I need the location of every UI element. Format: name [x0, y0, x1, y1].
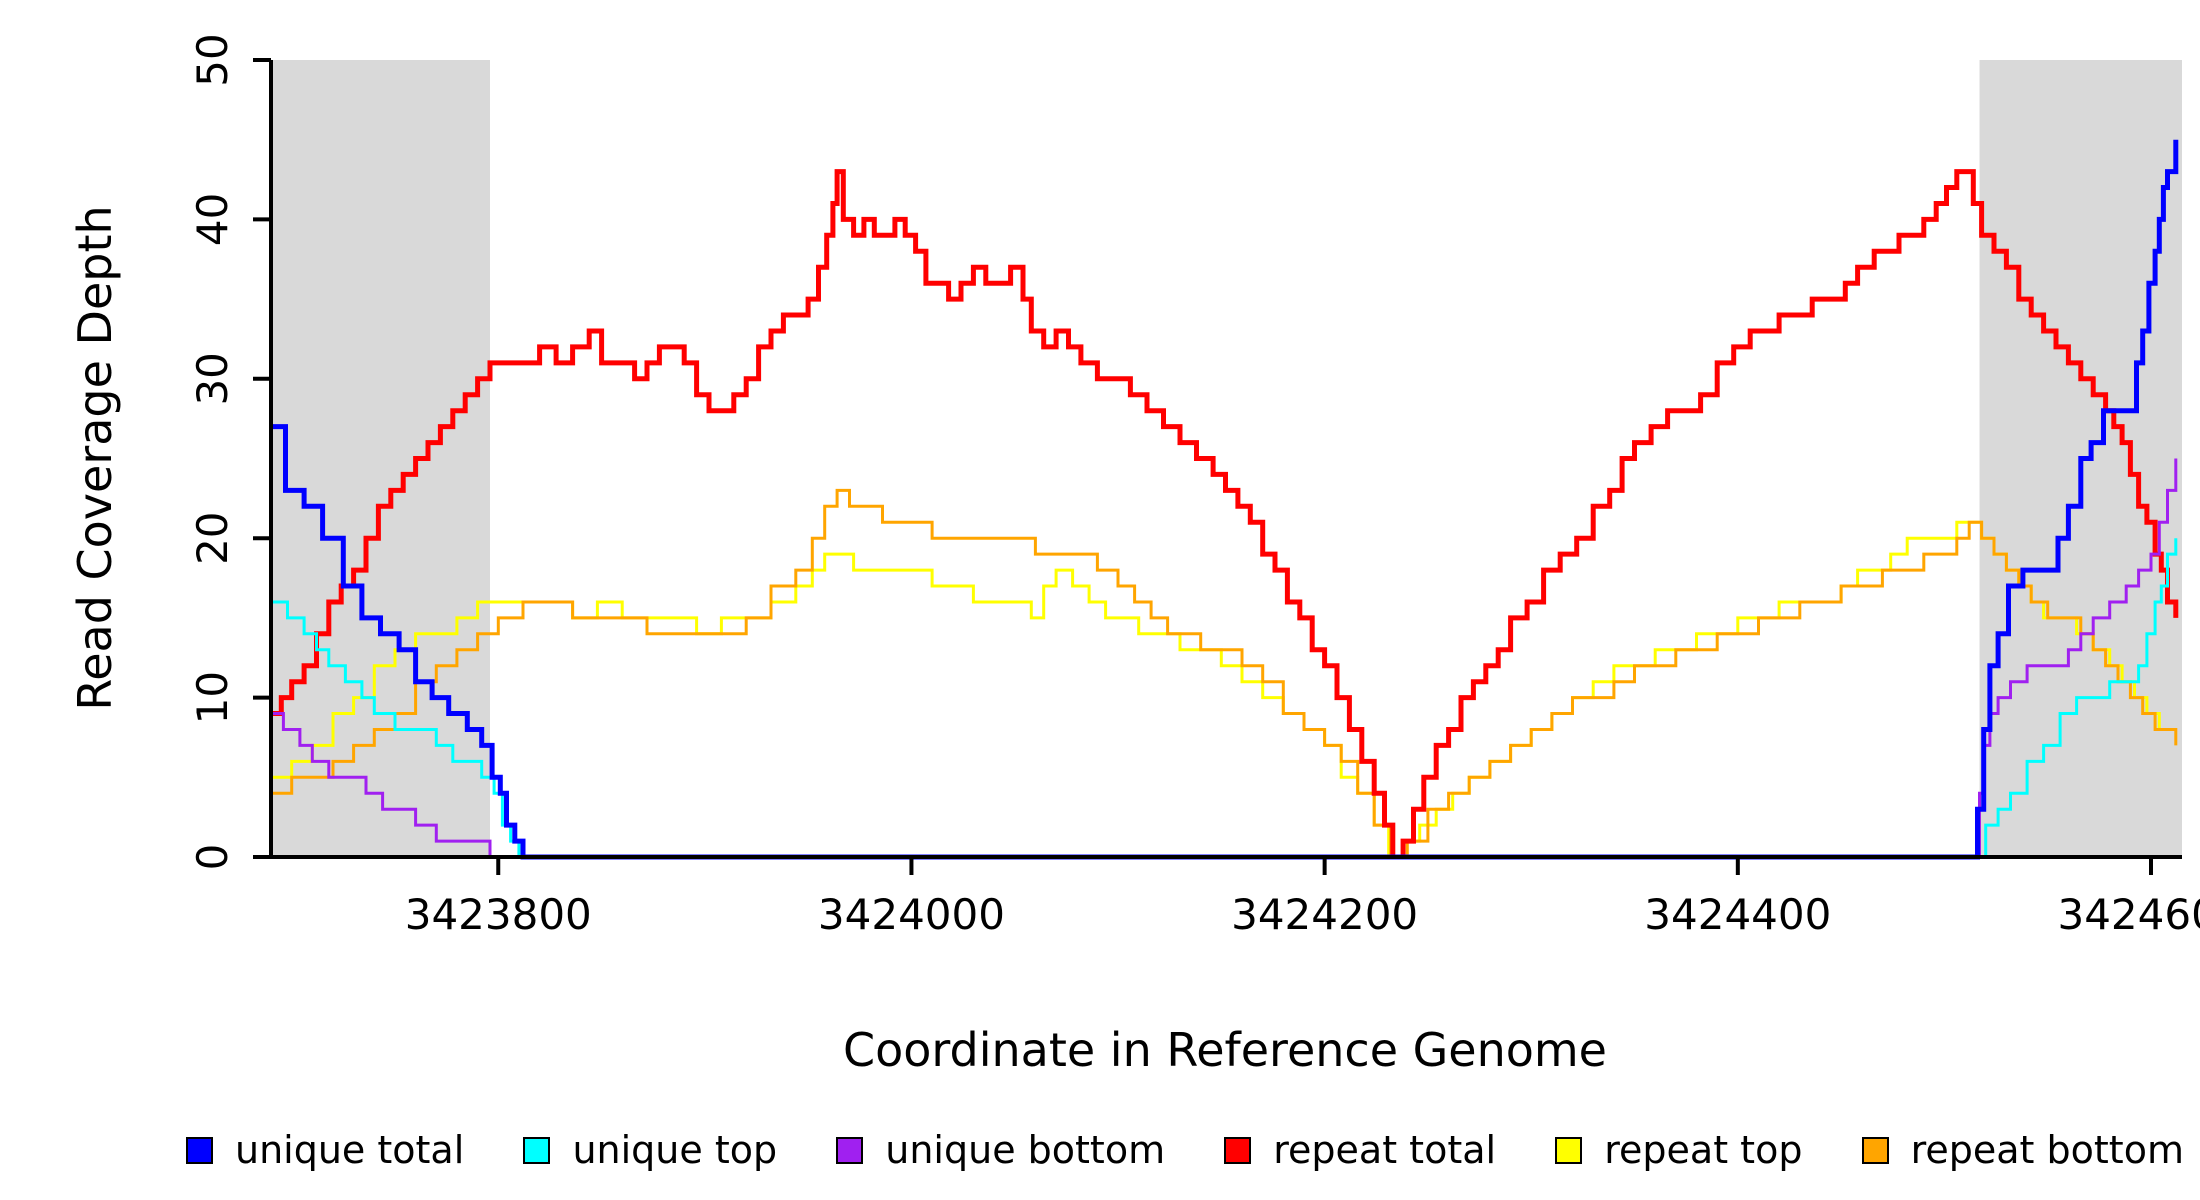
legend-item-repeat-top: repeat top: [1555, 1128, 1802, 1172]
legend-label-repeat-top: repeat top: [1604, 1128, 1803, 1172]
series-unique-bottom: [271, 458, 2178, 859]
x-tick-label: 3424600: [2057, 890, 2200, 939]
legend-label-repeat-bottom: repeat bottom: [1910, 1128, 2184, 1172]
x-tick-label: 3424200: [1231, 890, 1418, 939]
shaded-region: [271, 60, 490, 857]
series-unique-total: [271, 139, 2179, 860]
legend-swatch-unique-top: [523, 1136, 551, 1164]
series-repeat-top: [271, 520, 2176, 859]
x-axis-title: Coordinate in Reference Genome: [843, 1023, 1607, 1077]
legend: unique total unique top unique bottom re…: [186, 1128, 2184, 1172]
series-unique-top: [271, 538, 2178, 859]
x-tick-label: 3424000: [818, 890, 1005, 939]
y-tick-label: 30: [188, 352, 237, 405]
legend-item-unique-top: unique top: [523, 1128, 777, 1172]
x-tick-label: 3424400: [1644, 890, 1831, 939]
y-tick-label: 50: [188, 33, 237, 86]
y-axis-title: Read Coverage Depth: [68, 205, 122, 711]
legend-item-unique-bottom: unique bottom: [836, 1128, 1165, 1172]
y-tick-label: 40: [188, 193, 237, 246]
y-tick-label: 10: [188, 671, 237, 724]
legend-item-unique-total: unique total: [186, 1128, 464, 1172]
y-tick-label: 0: [188, 844, 237, 871]
legend-swatch-unique-total: [186, 1136, 213, 1164]
legend-label-unique-bottom: unique bottom: [885, 1128, 1166, 1172]
y-tick-label: 20: [188, 511, 237, 564]
series-repeat-total: [271, 169, 2179, 860]
legend-swatch-repeat-top: [1555, 1136, 1583, 1164]
legend-swatch-repeat-bottom: [1861, 1136, 1889, 1164]
legend-item-repeat-total: repeat total: [1224, 1128, 1496, 1172]
legend-swatch-repeat-total: [1224, 1136, 1252, 1164]
series-repeat-bottom: [271, 488, 2178, 859]
legend-swatch-unique-bottom: [836, 1136, 864, 1164]
legend-label-repeat-total: repeat total: [1273, 1128, 1497, 1172]
x-tick-label: 3423800: [405, 890, 592, 939]
legend-item-repeat-bottom: repeat bottom: [1861, 1128, 2184, 1172]
legend-label-unique-top: unique top: [572, 1128, 778, 1172]
legend-label-unique-total: unique total: [235, 1128, 465, 1172]
